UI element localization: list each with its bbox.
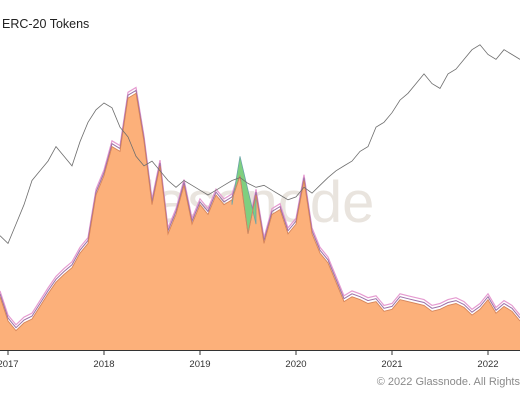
x-tick-label-2022: 2022 bbox=[477, 359, 498, 370]
x-tick-label-2017: 2017 bbox=[0, 359, 19, 370]
copyright-notice: © 2022 Glassnode. All Rights bbox=[376, 376, 520, 388]
top-band-line bbox=[0, 89, 520, 329]
x-tick-label-2019: 2019 bbox=[189, 359, 210, 370]
x-tick-label-2018: 2018 bbox=[93, 359, 114, 370]
x-tick-label-2020: 2020 bbox=[285, 359, 306, 370]
x-axis: 2017 2018 2019 2020 2021 2022 bbox=[0, 350, 520, 370]
x-tick-label-2021: 2021 bbox=[381, 359, 402, 370]
chart-marks bbox=[0, 44, 520, 351]
area-outline bbox=[0, 92, 520, 332]
chart-title: ERC-20 Tokens bbox=[2, 17, 90, 31]
price-line-series bbox=[0, 44, 520, 245]
